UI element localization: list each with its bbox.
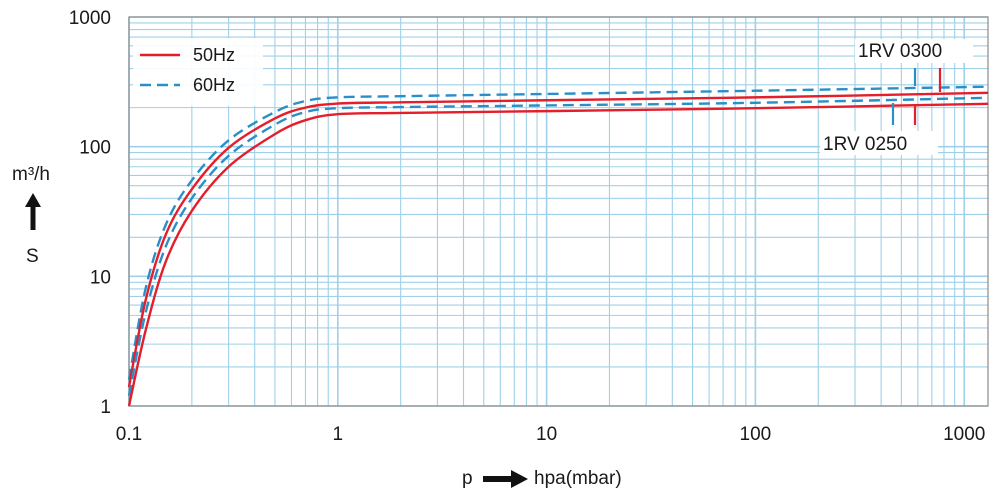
x-tick-label: 1000 <box>943 424 985 445</box>
y-tick-label: 10 <box>90 267 111 288</box>
y-axis-symbol: S <box>26 246 39 267</box>
y-axis-label: m³/h S <box>12 164 50 267</box>
legend: 50Hz 60Hz <box>133 38 263 106</box>
annotations: 1RV 0300 1RV 0250 <box>820 39 973 155</box>
plot-frame <box>128 16 989 407</box>
y-axis-arrow-icon <box>25 193 41 230</box>
series-layer <box>127 85 989 407</box>
x-axis-label: p hpa(mbar) <box>462 468 622 489</box>
series-line-1rv-0300-50hz <box>127 91 989 388</box>
legend-label-50hz: 50Hz <box>193 45 235 65</box>
x-axis-prefix: p <box>462 468 473 489</box>
y-tick-label: 1 <box>100 397 111 418</box>
series-line-1rv-0250-50hz <box>127 102 989 407</box>
legend-label-60hz: 60Hz <box>193 75 235 95</box>
series-line-1rv-0250-60hz <box>127 96 989 396</box>
y-tick-label: 100 <box>79 138 111 159</box>
annotation-1rv-0300: 1RV 0300 <box>858 41 942 62</box>
x-tick-label: 100 <box>740 424 772 445</box>
series-line-1rv-0300-60hz <box>127 85 989 380</box>
annotation-1rv-0250: 1RV 0250 <box>823 134 907 155</box>
annotation-0250-background <box>820 131 938 155</box>
legend-background <box>133 38 263 106</box>
annotation-0300-background <box>855 39 973 63</box>
x-tick-label: 1 <box>333 424 344 445</box>
x-axis-unit: hpa(mbar) <box>534 468 622 489</box>
y-tick-label: 1000 <box>69 8 111 29</box>
y-axis-unit: m³/h <box>12 164 50 185</box>
x-tick-label: 10 <box>536 424 557 445</box>
x-axis-arrow-icon <box>483 470 528 488</box>
x-tick-label: 0.1 <box>116 424 142 445</box>
